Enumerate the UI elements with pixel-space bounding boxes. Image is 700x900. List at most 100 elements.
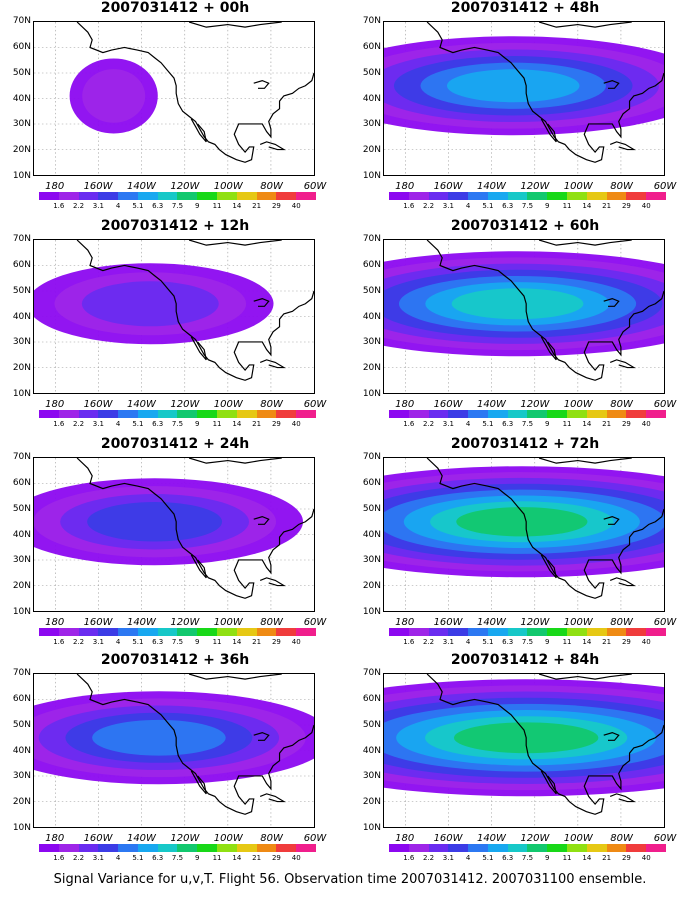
colorbar-label: 9 [195, 420, 200, 428]
latitude-label: 70N [12, 668, 31, 678]
coastline [609, 359, 636, 369]
colorbar-label: 5.1 [482, 420, 494, 428]
latitude-label: 40N [362, 311, 381, 322]
colorbar-swatch [468, 844, 488, 852]
latitude-label: 60N [12, 41, 31, 52]
latitude-label: 50N [362, 719, 381, 730]
colorbar-label: 14 [232, 202, 242, 210]
coastline [76, 240, 314, 381]
longitude-label: 140W [126, 617, 156, 628]
variance-contour [81, 281, 219, 327]
colorbar-swatch [606, 410, 627, 418]
map-area [33, 673, 315, 828]
latitude-label: 40N [12, 529, 31, 540]
colorbar-label: 7.5 [521, 638, 534, 646]
colorbar-label: 7.5 [521, 420, 534, 428]
colorbar-label: 21 [252, 854, 262, 862]
colorbar-swatch [157, 192, 178, 200]
variance-contour [446, 69, 580, 103]
variance-contour [87, 501, 223, 542]
colorbar-swatch [236, 628, 257, 636]
colorbar-label: 11 [562, 202, 572, 210]
colorbar-swatch [507, 844, 528, 852]
latitude-label: 20N [12, 363, 31, 374]
longitude-label: 120W [170, 833, 200, 844]
coastline [253, 80, 270, 89]
figure-caption: Signal Variance for u,v,T. Flight 56. Ob… [53, 872, 647, 887]
latitude-label: 10N [362, 823, 381, 833]
colorbar-swatch [586, 844, 607, 852]
latitude-label: 10N [12, 823, 31, 833]
colorbar-swatch [177, 628, 198, 636]
longitude-label: 100W [213, 617, 243, 628]
colorbar-label: 4 [465, 202, 471, 210]
variance-field [34, 691, 314, 785]
colorbar-swatch [468, 628, 488, 636]
colorbar-swatch [118, 844, 138, 852]
longitude-label: 180 [45, 617, 65, 628]
colorbar-label: 9 [545, 202, 550, 210]
colorbar-label: 11 [212, 420, 222, 428]
panel-title: 2007031412 + 72h [450, 436, 600, 452]
colorbar-label: 5.1 [132, 638, 144, 646]
longitude-label: 160W [433, 399, 463, 410]
colorbar [39, 410, 316, 418]
colorbar-swatch [118, 192, 138, 200]
longitude-label: 100W [213, 399, 243, 410]
map-area [383, 21, 665, 176]
colorbar-label: 3.1 [92, 202, 104, 210]
colorbar-swatch [448, 628, 469, 636]
latitude-label: 60N [12, 693, 31, 704]
panel-title: 2007031412 + 12h [100, 218, 250, 234]
colorbar-swatch [507, 410, 528, 418]
colorbar-swatch [626, 192, 647, 200]
latitude-label: 30N [362, 771, 381, 782]
colorbar-swatch [296, 628, 316, 636]
colorbar-label: 7.5 [171, 854, 184, 862]
longitude-label: 60W [653, 617, 677, 628]
colorbar-label: 3.1 [92, 638, 104, 646]
colorbar-swatch [428, 844, 449, 852]
colorbar-swatch [606, 844, 627, 852]
latitude-label: 40N [362, 745, 381, 756]
longitude-label: 140W [476, 833, 506, 844]
longitude-label: 140W [126, 833, 156, 844]
longitude-label: 100W [563, 833, 593, 844]
colorbar-label: 3.1 [92, 854, 104, 862]
coastline [259, 141, 286, 151]
variance-map [384, 240, 664, 393]
colorbar-swatch [98, 844, 119, 852]
longitude-label: 80W [610, 833, 633, 844]
colorbar-label: 3.1 [442, 854, 454, 862]
colorbar-swatch [276, 844, 297, 852]
longitude-label: 60W [653, 181, 677, 192]
longitude-label: 80W [610, 399, 633, 410]
coastline [603, 516, 620, 525]
colorbar-label: 14 [232, 854, 242, 862]
colorbar-label: 6.3 [502, 854, 514, 862]
colorbar-swatch [197, 628, 218, 636]
colorbar-label: 11 [562, 638, 572, 646]
latitude-label: 10N [12, 171, 31, 181]
latitude-label: 50N [362, 503, 381, 514]
colorbar-swatch [448, 192, 469, 200]
colorbar-label: 7.5 [521, 854, 534, 862]
latitude-label: 40N [12, 311, 31, 322]
variance-field [384, 36, 664, 136]
colorbar-swatch [408, 844, 429, 852]
longitude-label: 160W [433, 617, 463, 628]
variance-contour [92, 719, 226, 756]
colorbar-label: 5.1 [482, 202, 494, 210]
colorbar-swatch [507, 628, 528, 636]
colorbar-swatch [157, 628, 178, 636]
colorbar-swatch [58, 844, 79, 852]
variance-map [384, 22, 664, 175]
colorbar-swatch [389, 192, 409, 200]
variance-contour [456, 507, 588, 537]
panel-title: 2007031412 + 84h [450, 652, 600, 668]
colorbar-label: 5.1 [132, 202, 144, 210]
colorbar-label: 6.3 [152, 854, 164, 862]
coastline [76, 458, 314, 599]
colorbar [389, 192, 666, 200]
longitude-label: 60W [653, 833, 677, 844]
